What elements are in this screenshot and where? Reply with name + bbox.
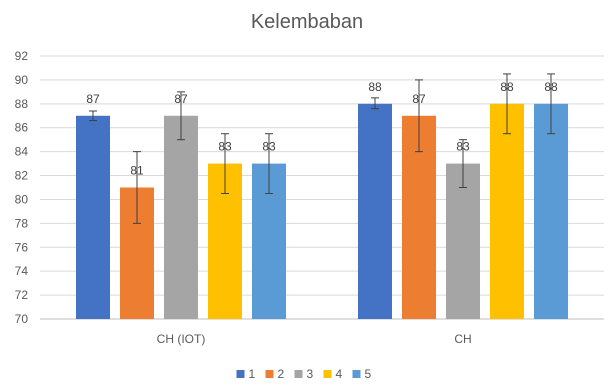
legend-label: 1	[249, 367, 256, 381]
data-label: 88	[544, 80, 558, 94]
legend-swatch	[294, 370, 303, 378]
data-label: 87	[412, 92, 426, 106]
x-category-label: CH (IOT)	[157, 332, 206, 346]
y-tick-label: 78	[15, 216, 29, 230]
bar-series-3-ch	[446, 163, 480, 319]
bars	[76, 103, 568, 320]
legend-swatch	[265, 370, 274, 378]
x-category-label: CH	[454, 332, 471, 346]
data-label: 83	[218, 140, 232, 154]
error-bars	[89, 73, 555, 224]
chart-title: Kelembaban	[251, 11, 363, 33]
bar-series-1-ch-iot	[76, 115, 110, 319]
y-tick-label: 80	[15, 192, 29, 206]
data-label: 87	[86, 92, 100, 106]
x-axis-categories: CH (IOT) CH	[157, 332, 472, 346]
legend-label: 2	[278, 367, 285, 381]
legend-label: 3	[307, 367, 314, 381]
bar-series-5-ch	[534, 103, 568, 320]
legend-label: 4	[336, 367, 343, 381]
y-tick-label: 88	[15, 97, 29, 111]
y-tick-label: 92	[15, 49, 29, 63]
data-labels: 87 81 87 83 83 88 87 83 88 88	[86, 80, 558, 178]
y-tick-label: 86	[15, 121, 29, 135]
bar-series-4-ch	[490, 103, 524, 320]
data-label: 88	[368, 80, 382, 94]
bar-series-1-ch	[358, 103, 392, 320]
legend-swatch	[323, 370, 332, 378]
bar-series-3-ch-iot	[164, 115, 198, 319]
data-label: 87	[174, 92, 188, 106]
y-tick-label: 72	[15, 288, 29, 302]
data-label: 83	[456, 140, 470, 154]
legend-swatch	[236, 370, 245, 378]
y-tick-label: 82	[15, 169, 29, 183]
data-label: 83	[262, 140, 276, 154]
legend: 1 2 3 4 5	[236, 367, 372, 381]
legend-swatch	[352, 370, 361, 378]
y-tick-label: 84	[15, 145, 29, 159]
y-tick-label: 90	[15, 73, 29, 87]
y-axis-ticks: 70 72 74 76 78 80 82 84 86 88 90 92	[15, 49, 29, 326]
y-tick-label: 76	[15, 240, 29, 254]
data-label: 88	[500, 80, 514, 94]
data-label: 81	[130, 164, 144, 178]
y-tick-label: 70	[15, 312, 29, 326]
y-tick-label: 74	[15, 264, 29, 278]
legend-label: 5	[365, 367, 372, 381]
